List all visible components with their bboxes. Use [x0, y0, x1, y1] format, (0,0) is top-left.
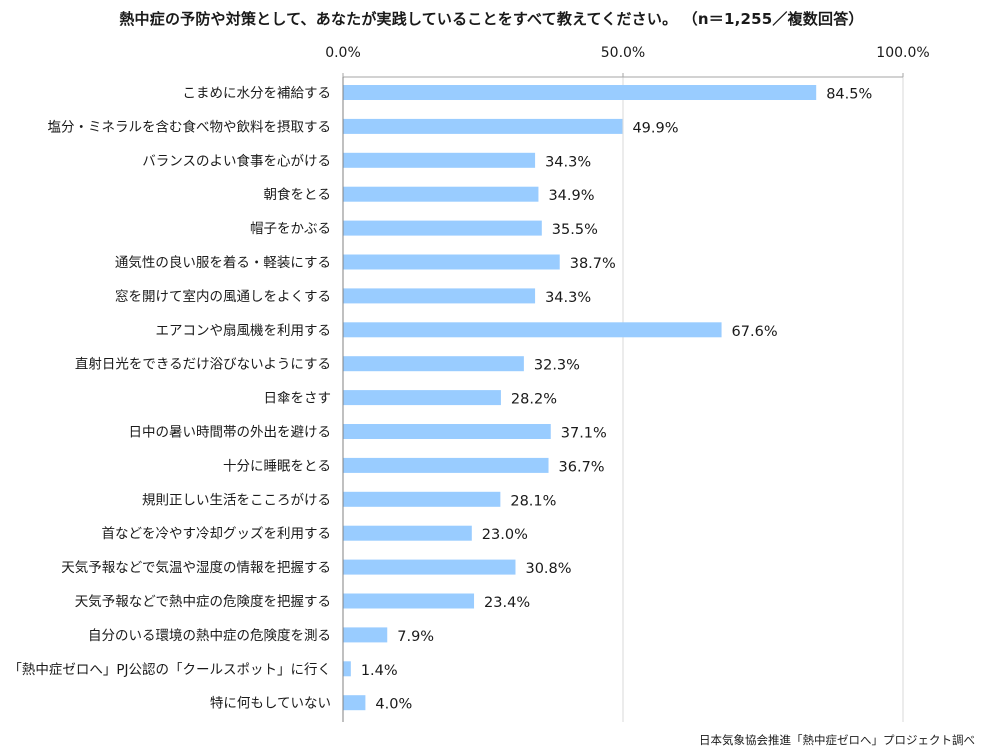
- bar: [343, 85, 817, 100]
- data-label: 23.4%: [484, 595, 530, 611]
- bar: [343, 152, 536, 168]
- category-label: 天気予報などで気温や湿度の情報を把握する: [61, 560, 331, 576]
- bar: [343, 288, 536, 304]
- bar: [343, 559, 516, 575]
- category-label: 窓を開けて室内の風通しをよくする: [115, 288, 331, 305]
- x-tick-label: 100.0%: [876, 45, 929, 61]
- bar: [343, 390, 501, 406]
- category-label: 朝食をとる: [264, 186, 332, 203]
- data-label: 84.5%: [826, 87, 872, 103]
- category-label: エアコンや扇風機を利用する: [156, 323, 332, 339]
- category-label: 「熱中症ゼロへ」PJ公認の「クールスポット」に行く: [8, 662, 331, 678]
- category-label: 塩分・ミネラルを含む食べ物や飲料を摂取する: [48, 118, 332, 135]
- category-label: 日傘をさす: [264, 391, 332, 407]
- data-label: 35.5%: [552, 222, 598, 238]
- category-label: 規則正しい生活をこころがける: [142, 492, 331, 508]
- data-label: 28.2%: [511, 392, 557, 408]
- bar: [343, 491, 501, 507]
- data-label: 38.7%: [570, 256, 616, 272]
- x-tick-label: 50.0%: [601, 45, 645, 61]
- bar: [343, 254, 560, 270]
- source-note: 日本気象協会推進「熱中症ゼロへ」プロジェクト調べ: [699, 733, 975, 747]
- bar: [343, 424, 551, 439]
- bar: [343, 627, 388, 643]
- data-label: 34.3%: [545, 154, 591, 170]
- category-label: 直射日光をできるだけ浴びないようにする: [75, 357, 331, 373]
- data-label: 4.0%: [375, 697, 412, 713]
- bar: [343, 457, 549, 473]
- data-label: 34.9%: [548, 188, 594, 204]
- data-label: 28.1%: [510, 493, 556, 509]
- category-label: 十分に睡眠をとる: [223, 458, 331, 474]
- data-label: 1.4%: [361, 663, 398, 679]
- category-label: 日中の暑い時間帯の外出を避ける: [129, 425, 332, 441]
- bar: [343, 661, 351, 677]
- x-tick-label: 0.0%: [325, 45, 361, 61]
- category-label: 特に何もしていない: [210, 696, 331, 712]
- category-label: こまめに水分を補給する: [183, 86, 332, 102]
- bar: [343, 695, 366, 711]
- category-label: 首などを冷やす冷却グッズを利用する: [102, 526, 332, 542]
- category-label: 通気性の良い服を着る・軽装にする: [115, 254, 331, 271]
- data-label: 36.7%: [559, 459, 605, 475]
- bar: [343, 118, 623, 134]
- bar: [343, 525, 472, 541]
- bar: [343, 186, 539, 202]
- category-label: 自分のいる環境の熱中症の危険度を測る: [88, 628, 331, 644]
- data-label: 23.0%: [482, 527, 528, 543]
- bar: [343, 593, 475, 609]
- data-label: 30.8%: [525, 561, 571, 577]
- data-label: 67.6%: [732, 324, 778, 340]
- bar: [343, 356, 524, 372]
- bar: [343, 220, 542, 236]
- data-label: 7.9%: [397, 629, 434, 645]
- data-label: 37.1%: [561, 426, 607, 442]
- category-label: 帽子をかぶる: [250, 221, 331, 237]
- category-label: バランスのよい食事を心がける: [142, 152, 331, 169]
- data-label: 34.3%: [545, 290, 591, 306]
- data-label: 32.3%: [534, 358, 580, 374]
- category-label: 天気予報などで熱中症の危険度を把握する: [75, 594, 331, 610]
- bar: [343, 322, 722, 338]
- data-label: 49.9%: [632, 120, 678, 136]
- chart-title: 熱中症の予防や対策として、あなたが実践していることをすべて教えてください。 （n…: [119, 10, 864, 28]
